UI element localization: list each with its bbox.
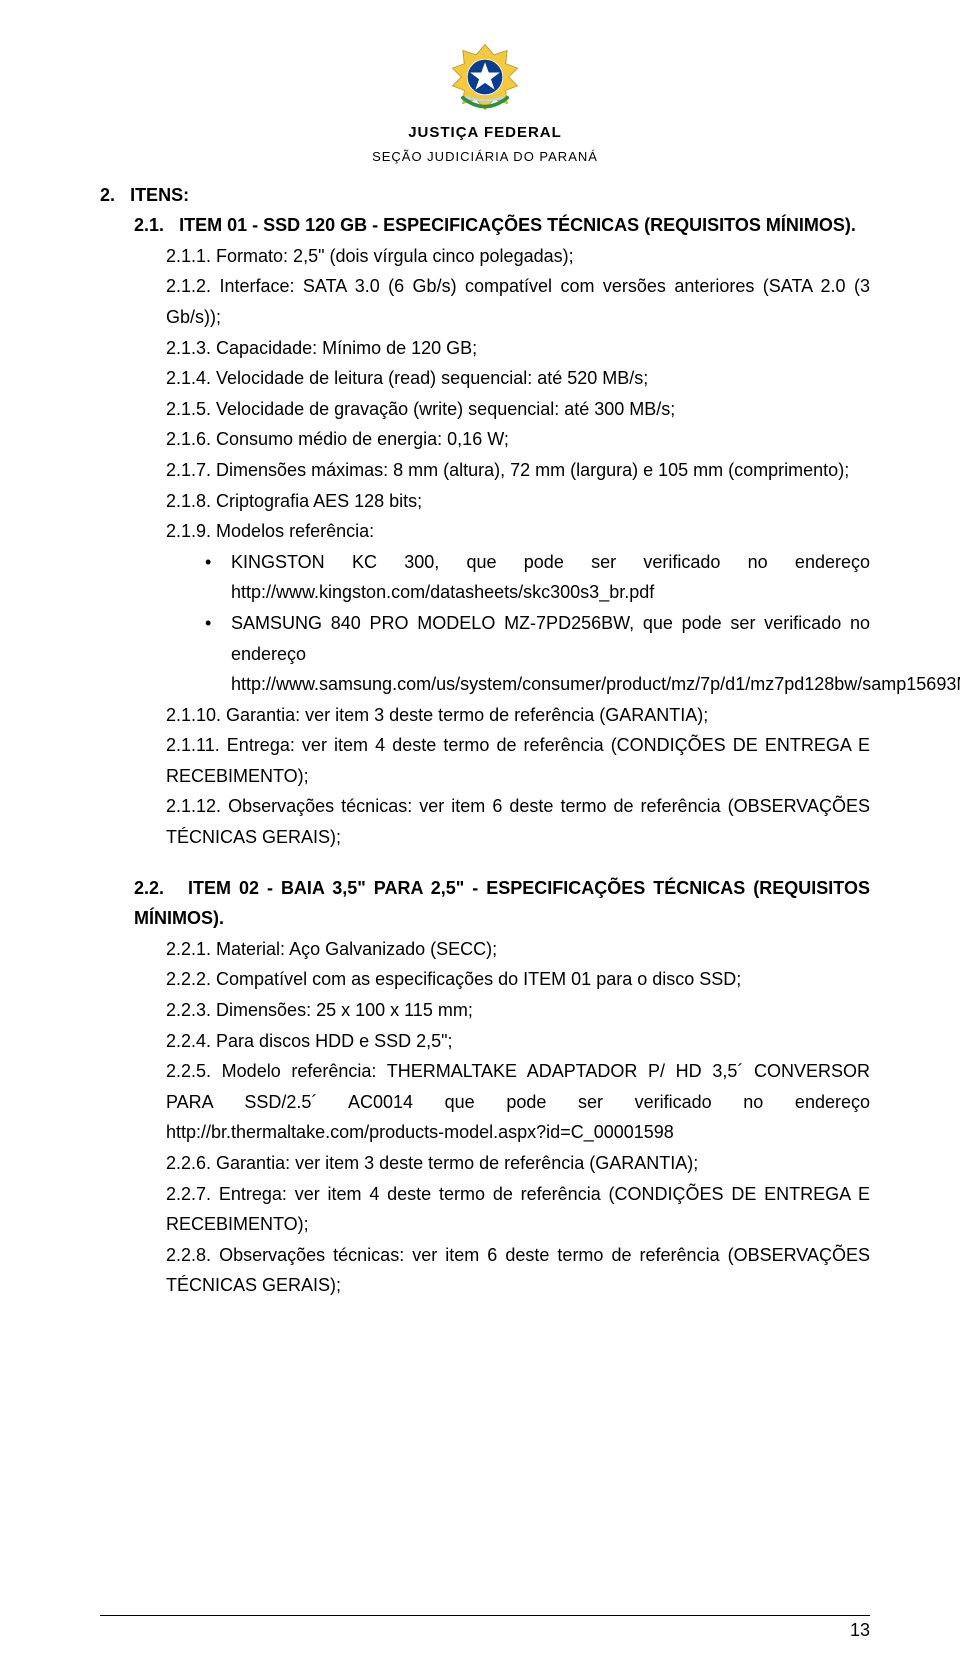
coat-of-arms-icon bbox=[448, 40, 522, 114]
section-2-num: 2. bbox=[100, 185, 115, 205]
footer-rule bbox=[100, 1615, 870, 1616]
item-2-1-9: 2.1.9. Modelos referência: bbox=[166, 516, 870, 547]
section-2-2-text: ITEM 02 - BAIA 3,5" PARA 2,5" - ESPECIFI… bbox=[134, 878, 870, 929]
page-number: 13 bbox=[850, 1615, 870, 1646]
item-2-1-4: 2.1.4. Velocidade de leitura (read) sequ… bbox=[166, 363, 870, 394]
header-title: JUSTIÇA FEDERAL bbox=[100, 120, 870, 146]
section-2-2-title: 2.2. ITEM 02 - BAIA 3,5" PARA 2,5" - ESP… bbox=[134, 873, 870, 934]
header-subtitle: SEÇÃO JUDICIÁRIA DO PARANÁ bbox=[100, 146, 870, 168]
section-2-title: 2. ITENS: bbox=[100, 180, 870, 211]
section-2-1-title: 2.1. ITEM 01 - SSD 120 GB - ESPECIFICAÇÕ… bbox=[134, 210, 870, 241]
item-2-2-1: 2.2.1. Material: Aço Galvanizado (SECC); bbox=[166, 934, 870, 965]
item-2-1-12: 2.1.12. Observações técnicas: ver item 6… bbox=[166, 791, 870, 852]
item-2-2-6: 2.2.6. Garantia: ver item 3 deste termo … bbox=[166, 1148, 870, 1179]
section-2-2-num: 2.2. bbox=[134, 878, 164, 898]
item-2-1-8: 2.1.8. Criptografia AES 128 bits; bbox=[166, 486, 870, 517]
item-2-2-3: 2.2.3. Dimensões: 25 x 100 x 115 mm; bbox=[166, 995, 870, 1026]
section-2-1-text: ITEM 01 - SSD 120 GB - ESPECIFICAÇÕES TÉ… bbox=[179, 215, 856, 235]
reference-models-list: KINGSTON KC 300, que pode ser verificado… bbox=[205, 547, 870, 700]
item-2-1-5: 2.1.5. Velocidade de gravação (write) se… bbox=[166, 394, 870, 425]
item-2-1-11: 2.1.11. Entrega: ver item 4 deste termo … bbox=[166, 730, 870, 791]
item-2-1-6: 2.1.6. Consumo médio de energia: 0,16 W; bbox=[166, 424, 870, 455]
item-2-2-4: 2.2.4. Para discos HDD e SSD 2,5"; bbox=[166, 1026, 870, 1057]
item-2-1-1: 2.1.1. Formato: 2,5" (dois vírgula cinco… bbox=[166, 241, 870, 272]
item-2-1-7: 2.1.7. Dimensões máximas: 8 mm (altura),… bbox=[166, 455, 870, 486]
item-2-2-8: 2.2.8. Observações técnicas: ver item 6 … bbox=[166, 1240, 870, 1301]
bullet-kingston: KINGSTON KC 300, que pode ser verificado… bbox=[205, 547, 870, 608]
document-header: JUSTIÇA FEDERAL SEÇÃO JUDICIÁRIA DO PARA… bbox=[100, 40, 870, 168]
item-2-2-2: 2.2.2. Compatível com as especificações … bbox=[166, 964, 870, 995]
section-2-text: ITENS: bbox=[130, 185, 189, 205]
section-2-1-num: 2.1. bbox=[134, 215, 164, 235]
item-2-2-7: 2.2.7. Entrega: ver item 4 deste termo d… bbox=[166, 1179, 870, 1240]
item-2-1-2: 2.1.2. Interface: SATA 3.0 (6 Gb/s) comp… bbox=[166, 271, 870, 332]
item-2-1-10: 2.1.10. Garantia: ver item 3 deste termo… bbox=[166, 700, 870, 731]
item-2-2-5: 2.2.5. Modelo referência: THERMALTAKE AD… bbox=[166, 1056, 870, 1148]
bullet-samsung: SAMSUNG 840 PRO MODELO MZ-7PD256BW, que … bbox=[205, 608, 870, 700]
item-2-1-3: 2.1.3. Capacidade: Mínimo de 120 GB; bbox=[166, 333, 870, 364]
